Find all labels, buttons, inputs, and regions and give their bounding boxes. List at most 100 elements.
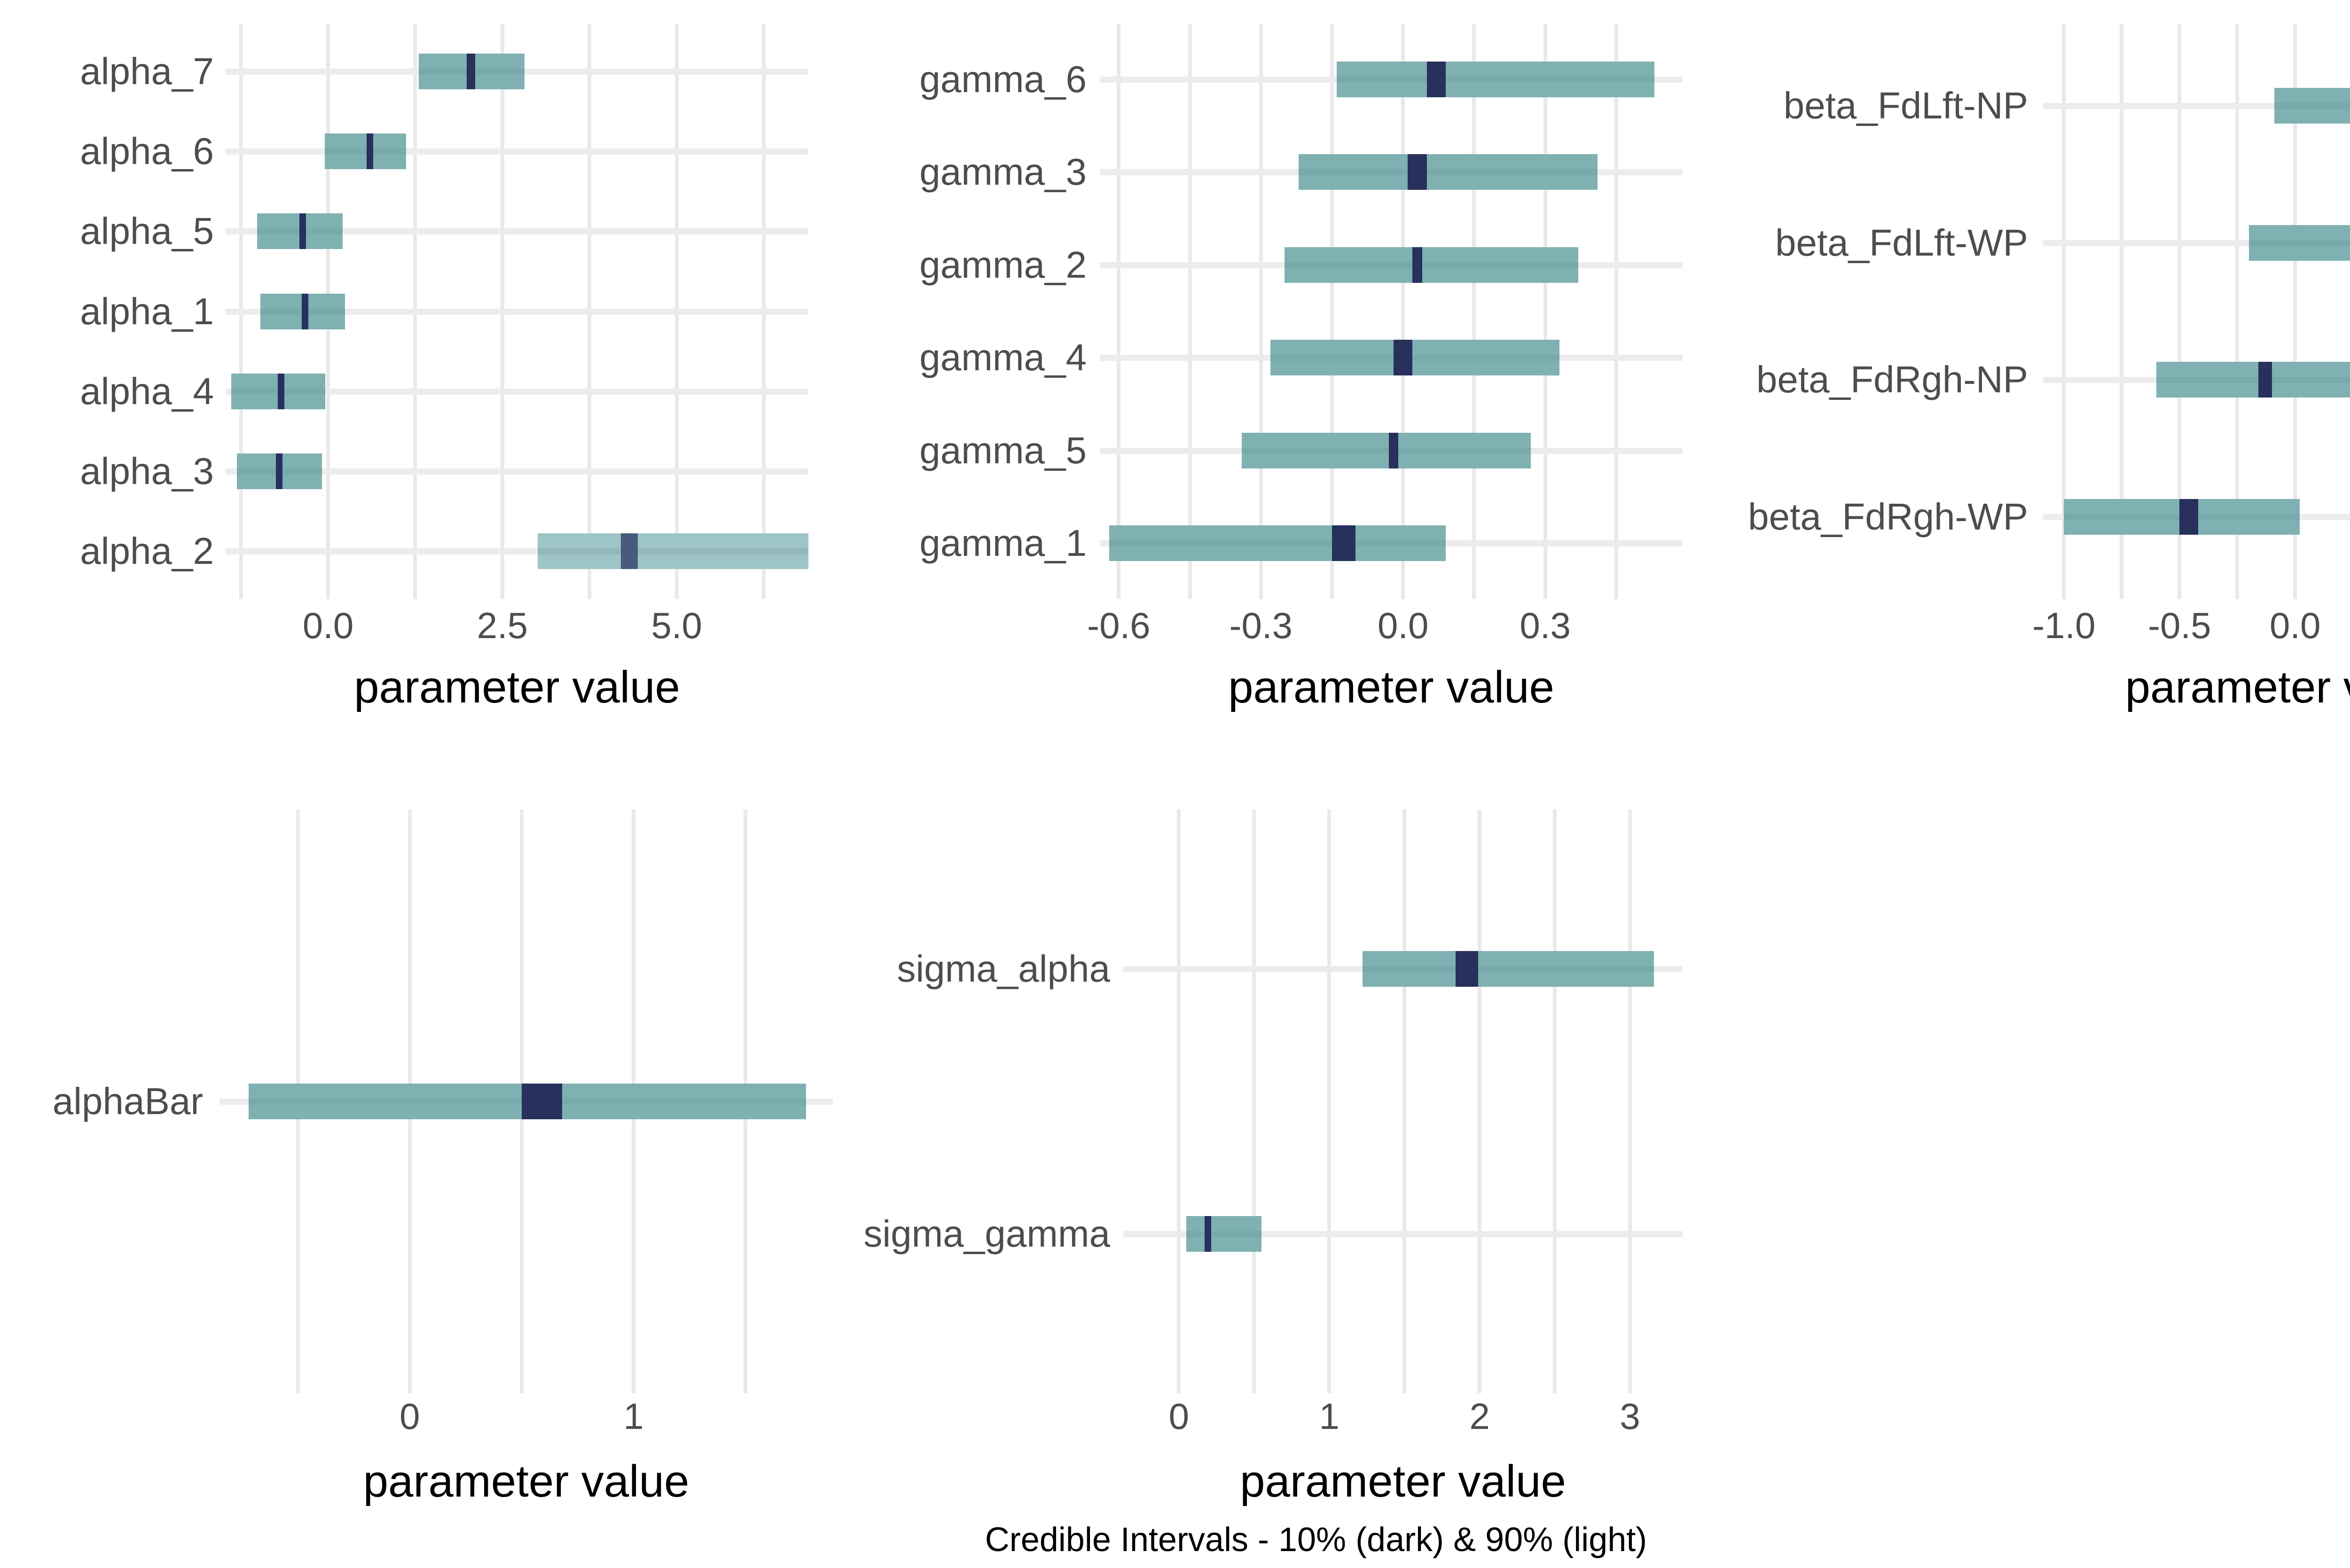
- ci90-bar: [1299, 154, 1598, 190]
- x-tick-label: 0.0: [2270, 605, 2321, 646]
- x-axis-title: parameter value: [354, 662, 680, 712]
- y-axis-label: sigma_alpha: [897, 947, 1110, 990]
- ci10-bar: [278, 373, 285, 409]
- x-tick-label: 0.3: [1520, 605, 1571, 646]
- major-gridline: [1259, 23, 1263, 599]
- row-gridline: [226, 388, 808, 395]
- y-axis-label: gamma_6: [919, 58, 1087, 100]
- x-tick-label: -0.3: [1229, 605, 1292, 646]
- row-gridline-showthrough: [2248, 240, 2350, 246]
- figure-caption: Credible Intervals - 10% (dark) & 90% (l…: [985, 1521, 1647, 1559]
- y-axis-label: alpha_4: [80, 370, 214, 412]
- y-axis-label: alpha_5: [80, 210, 214, 252]
- plot-area-alpha: [226, 23, 808, 599]
- plot-area-beta: [2043, 23, 2350, 599]
- major-gridline: [1177, 810, 1181, 1393]
- ci90-bar: [1270, 340, 1559, 376]
- row-gridline-showthrough: [1337, 76, 1654, 83]
- x-tick-label: 0.0: [1377, 605, 1429, 646]
- ci90-bar: [1337, 61, 1654, 97]
- plot-area-gamma: [1100, 23, 1683, 599]
- ci10-bar: [467, 54, 475, 90]
- x-axis-title: parameter value: [363, 1456, 689, 1506]
- major-gridline: [1401, 23, 1405, 599]
- x-tick-label: 2: [1469, 1396, 1490, 1437]
- y-axis-label: alpha_1: [80, 290, 214, 332]
- row-gridline-showthrough: [1299, 169, 1598, 176]
- plot-area-sigma: [1123, 810, 1683, 1393]
- ci90-bar: [2248, 225, 2350, 261]
- major-gridline: [2062, 23, 2066, 599]
- y-axis-label: alpha_2: [80, 530, 214, 572]
- plot-area-alphaBar: [219, 810, 833, 1393]
- row-gridline-showthrough: [1362, 966, 1654, 972]
- y-axis-label: sigma_gamma: [863, 1213, 1110, 1255]
- major-gridline: [1628, 810, 1632, 1393]
- x-tick-label: -0.5: [2148, 605, 2211, 646]
- y-axis-label: alphaBar: [52, 1080, 203, 1122]
- y-axis-label: alpha_6: [80, 130, 214, 172]
- ci10-bar: [2258, 362, 2272, 398]
- y-axis-label: beta_FdLft-WP: [1775, 221, 2028, 264]
- ci10-bar: [366, 133, 373, 170]
- y-axis-label: beta_FdRgh-WP: [1748, 496, 2028, 538]
- minor-gridline: [1330, 23, 1334, 599]
- major-gridline: [1117, 23, 1121, 599]
- minor-gridline: [2235, 23, 2240, 599]
- ci90-bar: [1186, 1216, 1262, 1252]
- minor-gridline: [2120, 23, 2124, 599]
- major-gridline: [1543, 23, 1547, 599]
- x-tick-label: 0: [400, 1396, 420, 1437]
- ci90-bar: [538, 533, 808, 569]
- x-tick-label: 1: [1319, 1396, 1340, 1437]
- row-gridline-showthrough: [538, 548, 808, 554]
- y-axis-label: alpha_3: [80, 450, 214, 492]
- ci90-bar: [1109, 525, 1446, 562]
- major-gridline: [2178, 23, 2182, 599]
- x-axis-title: parameter value: [2125, 662, 2350, 712]
- x-tick-label: 3: [1620, 1396, 1640, 1437]
- row-gridline-showthrough: [1109, 540, 1446, 547]
- ci10-bar: [621, 533, 638, 569]
- ci10-bar: [1408, 154, 1427, 190]
- minor-gridline: [1553, 810, 1557, 1393]
- ci10-bar: [1426, 61, 1446, 97]
- x-tick-label: 0.5: [2340, 607, 2350, 644]
- x-tick-label: -1.0: [2032, 605, 2096, 646]
- minor-gridline: [1402, 810, 1407, 1393]
- minor-gridline: [1252, 810, 1256, 1393]
- ci10-bar: [301, 293, 308, 329]
- y-axis-label: gamma_5: [919, 429, 1087, 471]
- ci10-bar: [275, 453, 282, 489]
- x-tick-label: -0.6: [1087, 605, 1151, 646]
- ci90-bar: [1362, 951, 1654, 987]
- x-axis-title: parameter value: [1240, 1456, 1566, 1506]
- row-gridline: [1123, 1231, 1683, 1238]
- x-tick-label: 0.0: [302, 605, 354, 646]
- row-gridline: [226, 228, 808, 235]
- y-axis-label: alpha_7: [80, 50, 214, 93]
- y-axis-label: gamma_1: [919, 522, 1087, 564]
- ci10-bar: [1394, 340, 1413, 376]
- row-gridline-showthrough: [1186, 1231, 1262, 1238]
- ci90-bar: [1285, 247, 1579, 283]
- ci10-bar: [299, 213, 306, 250]
- y-axis-label: gamma_2: [919, 243, 1087, 286]
- x-tick-label: 2.5: [477, 605, 528, 646]
- ci10-bar: [1455, 951, 1478, 987]
- y-axis-label: gamma_4: [919, 336, 1087, 379]
- ci90-bar: [2274, 88, 2350, 124]
- minor-gridline: [1472, 23, 1476, 599]
- row-gridline: [226, 308, 808, 315]
- x-tick-label: 1: [623, 1396, 644, 1437]
- row-gridline-showthrough: [324, 148, 407, 155]
- row-gridline-showthrough: [1270, 355, 1559, 361]
- row-gridline-showthrough: [2274, 103, 2350, 109]
- row-gridline-showthrough: [2156, 377, 2350, 383]
- major-gridline: [1327, 810, 1332, 1393]
- ci10-bar: [1204, 1216, 1211, 1252]
- major-gridline: [1478, 810, 1482, 1393]
- x-axis-title: parameter value: [1228, 662, 1554, 712]
- ci90-bar: [2156, 362, 2350, 398]
- ci10-bar: [2179, 499, 2198, 535]
